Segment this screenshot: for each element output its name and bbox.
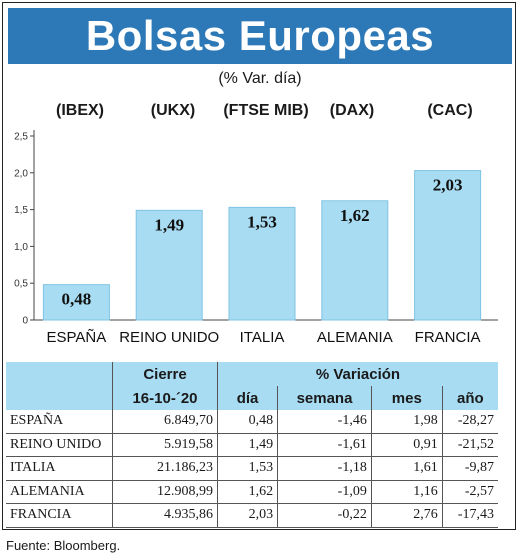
cell-dia: 1,62: [216, 480, 278, 504]
category-label: ESPAÑA: [47, 329, 107, 346]
header-semana: semana: [277, 386, 372, 410]
source-note: Fuente: Bloomberg.: [6, 538, 121, 553]
table-row: FRANCIA 4.935,86 2,03 -0,22 2,76 -17,43: [6, 503, 498, 528]
table-row: ALEMANIA 12.908,99 1,62 -1,09 1,16 -2,57: [6, 480, 498, 504]
cell-dia: 2,03: [216, 503, 278, 528]
cell-mes: 1,16: [370, 480, 443, 504]
bar: [42, 284, 110, 321]
cell-semana: -1,09: [277, 480, 372, 504]
market-table: Cierre % Variación 16-10-´20 día semana …: [6, 362, 498, 528]
category-label: ALEMANIA: [317, 329, 393, 346]
value-label: 1,62: [340, 206, 370, 225]
header-dia: día: [216, 386, 278, 410]
chart-subtitle: (% Var. día): [218, 70, 302, 87]
table-corner: [6, 362, 113, 386]
cell-mes: 0,91: [370, 433, 443, 457]
cell-cierre: 5.919,58: [112, 433, 218, 457]
header-cierre: Cierre: [112, 362, 218, 386]
cell-cierre: 6.849,70: [112, 410, 218, 434]
table-corner: [6, 386, 113, 410]
value-label: 1,49: [154, 215, 184, 234]
y-tick-label: 1,5: [14, 205, 28, 216]
ticker-label: (FTSE MIB): [223, 102, 309, 119]
bar: [414, 170, 482, 321]
cell-anio: -17,43: [441, 503, 498, 528]
y-tick-label: 0,5: [14, 279, 28, 290]
value-label: 1,53: [247, 212, 277, 231]
category-label: REINO UNIDO: [119, 329, 219, 346]
cell-anio: -21,52: [441, 433, 498, 457]
header-anio: año: [441, 386, 498, 410]
value-label: 2,03: [433, 176, 463, 195]
row-name: ESPAÑA: [6, 410, 113, 434]
category-label: ITALIA: [240, 329, 285, 346]
ticker-row: (IBEX) (UKX) (FTSE MIB) (DAX) (CAC): [0, 102, 520, 122]
row-name: ITALIA: [6, 456, 113, 481]
cell-anio: -9,87: [441, 456, 498, 481]
header-variacion: % Variación: [216, 362, 498, 386]
ticker-label: (CAC): [427, 102, 473, 119]
cell-dia: 1,53: [216, 456, 278, 481]
bar: [135, 209, 203, 321]
cell-cierre: 4.935,86: [112, 503, 218, 528]
cell-semana: -1,18: [277, 456, 372, 481]
bar-chart: 0 0,5 1,0 1,5 2,0 2,5 0,48 ESPAÑA 1,49 REINO UNID…: [14, 130, 498, 346]
ticker-label: (IBEX): [56, 102, 104, 119]
table-row: REINO UNIDO 5.919,58 1,49 -1,61 0,91 -21…: [6, 433, 498, 457]
row-name: FRANCIA: [6, 503, 113, 528]
cell-anio: -2,57: [441, 480, 498, 504]
chart-title: Bolsas Europeas: [8, 8, 512, 64]
y-tick-label: 2,0: [14, 168, 28, 179]
table-row: ESPAÑA 6.849,70 0,48 -1,46 1,98 -28,27: [6, 410, 498, 434]
y-tick-label: 0: [22, 316, 28, 327]
cell-mes: 1,61: [370, 456, 443, 481]
ticker-label: (UKX): [150, 102, 196, 119]
ticker-label: (DAX): [329, 102, 375, 119]
row-name: REINO UNIDO: [6, 433, 113, 457]
cell-mes: 1,98: [370, 410, 443, 434]
row-name: ALEMANIA: [6, 480, 113, 504]
cell-dia: 0,48: [216, 410, 278, 434]
bar: [321, 200, 389, 321]
bar: [228, 206, 296, 321]
cell-semana: -1,61: [277, 433, 372, 457]
y-tick-label: 1,0: [14, 242, 28, 253]
cell-semana: -1,46: [277, 410, 372, 434]
cell-mes: 2,76: [370, 503, 443, 528]
table-row: ITALIA 21.186,23 1,53 -1,18 1,61 -9,87: [6, 456, 498, 481]
cell-anio: -28,27: [441, 410, 498, 434]
graphic-frame: [2, 2, 516, 530]
cell-cierre: 21.186,23: [112, 456, 218, 481]
cell-semana: -0,22: [277, 503, 372, 528]
header-mes: mes: [370, 386, 443, 410]
cell-cierre: 12.908,99: [112, 480, 218, 504]
cell-dia: 1,49: [216, 433, 278, 457]
header-date: 16-10-´20: [112, 386, 218, 410]
y-tick-label: 2,5: [14, 132, 28, 143]
category-label: FRANCIA: [415, 329, 481, 346]
value-label: 0,48: [62, 290, 92, 309]
